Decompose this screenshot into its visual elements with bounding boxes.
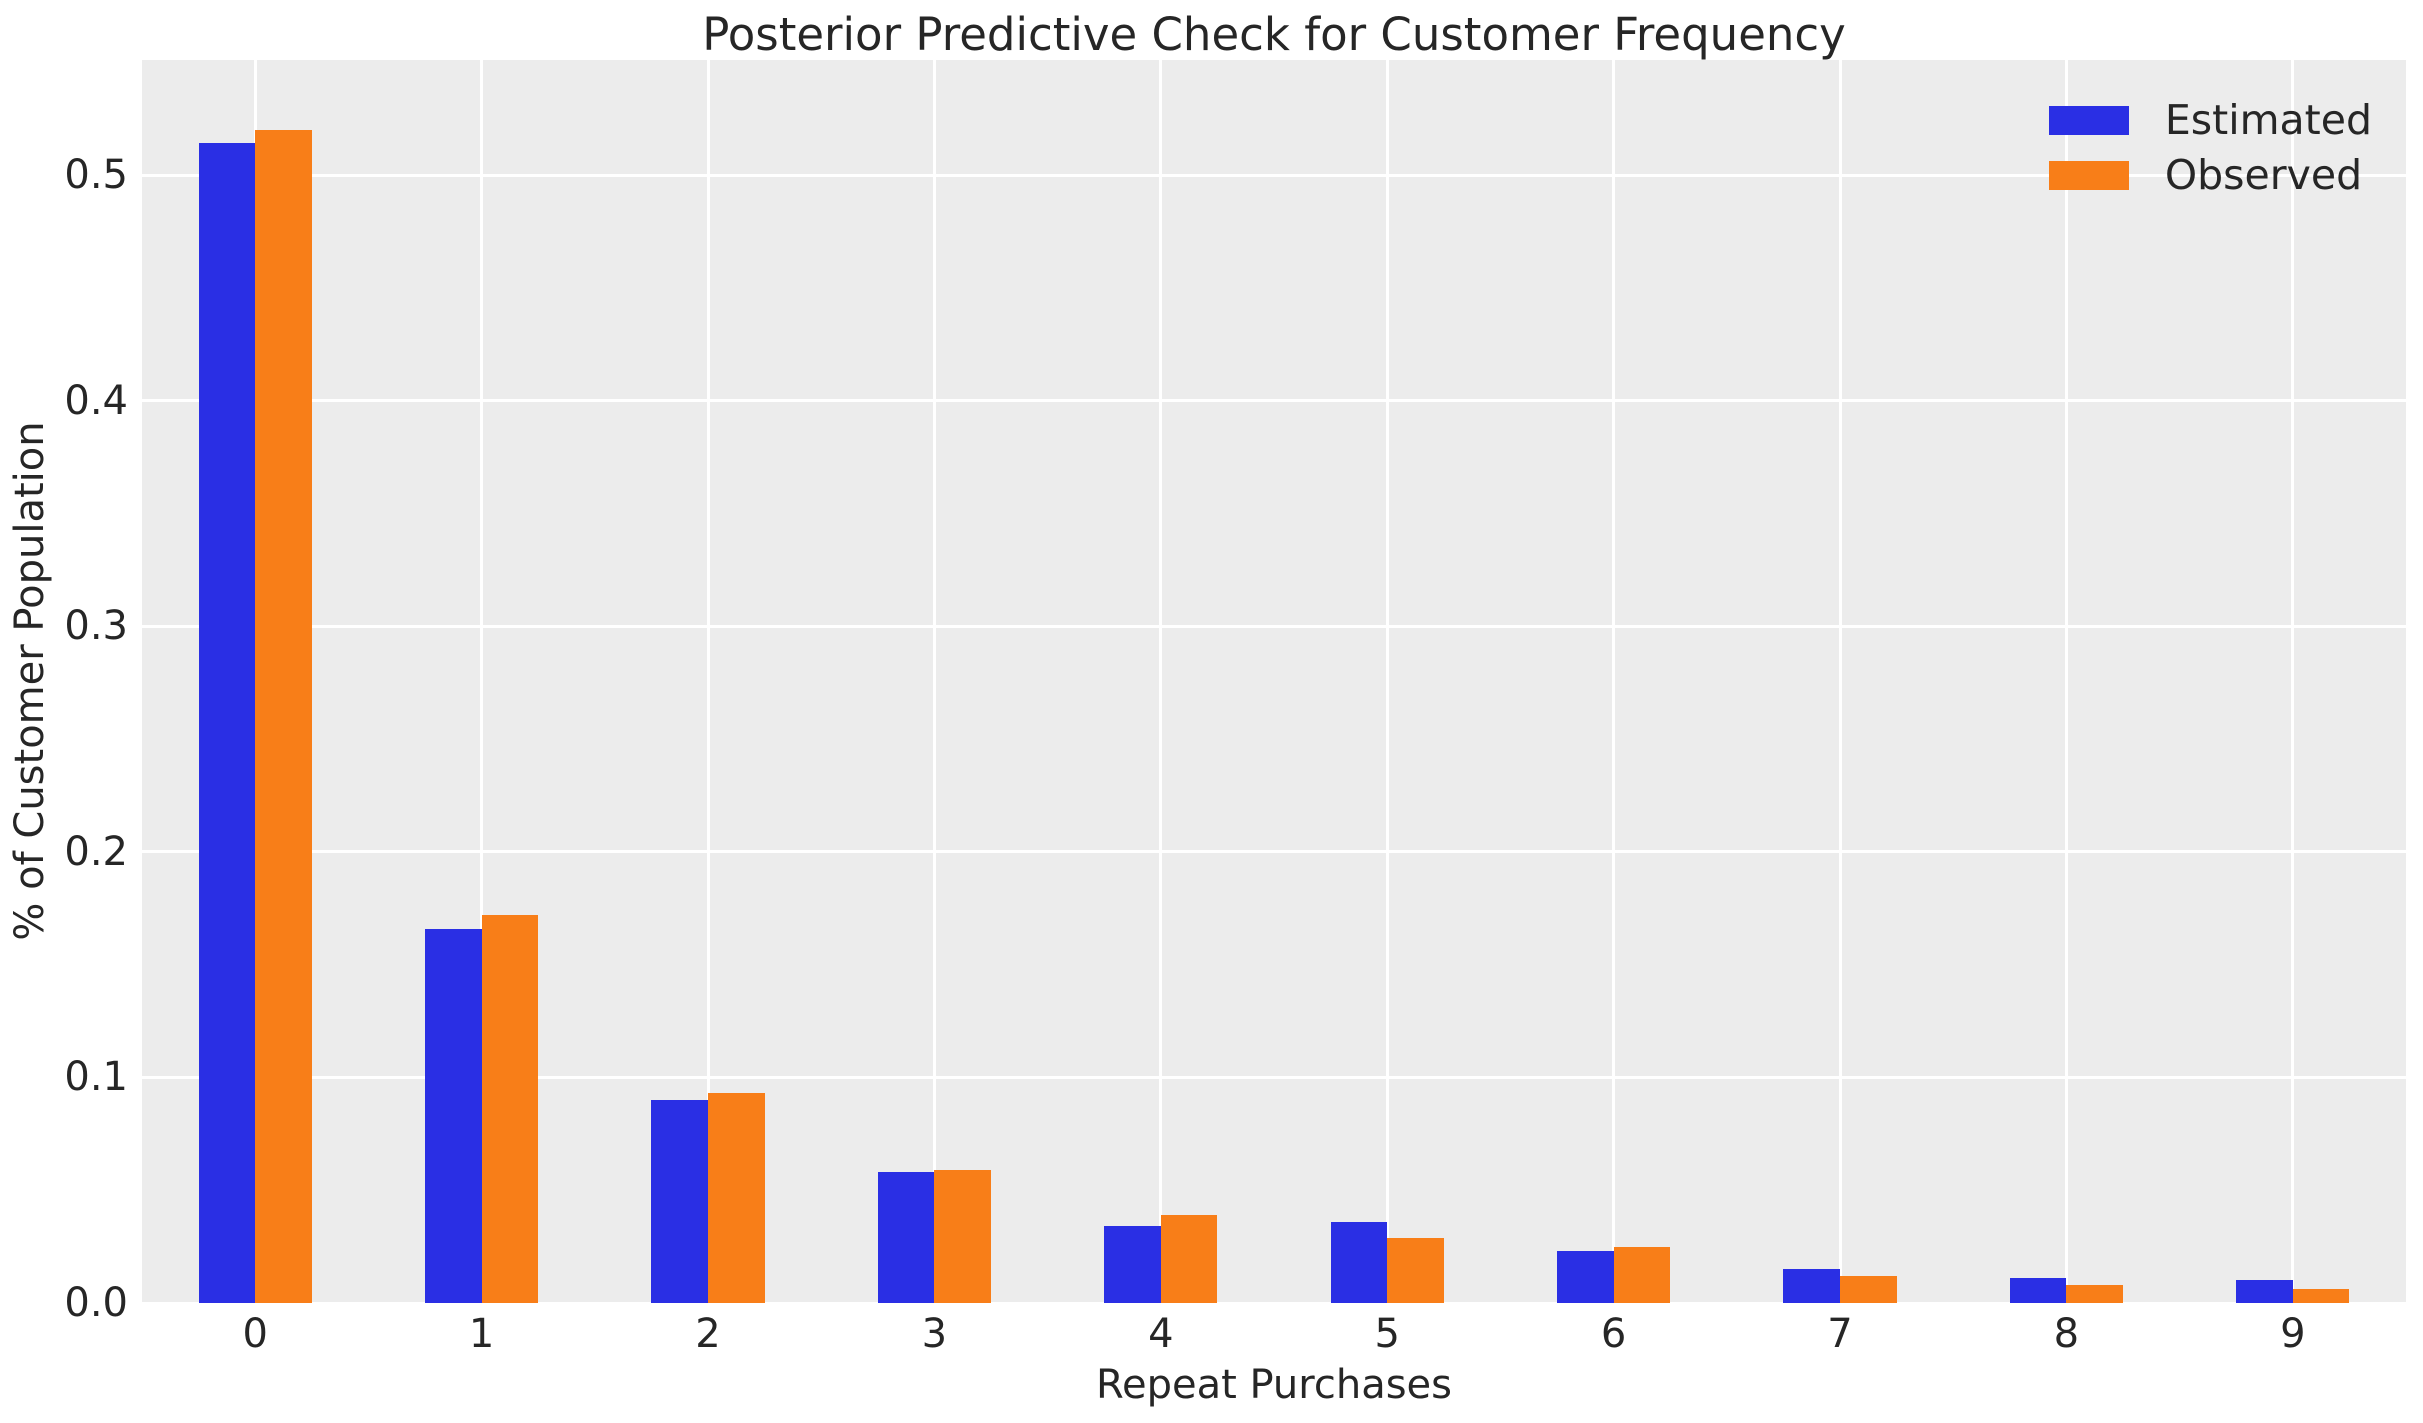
bar-observed-9 bbox=[2292, 1289, 2350, 1303]
bar-observed-5 bbox=[1387, 1237, 1444, 1303]
bar-estimated-9 bbox=[2236, 1280, 2293, 1303]
xtick-label-4: 4 bbox=[1148, 1311, 1174, 1357]
bar-estimated-2 bbox=[651, 1099, 708, 1303]
x-gridline-5 bbox=[1385, 60, 1389, 1303]
bar-estimated-1 bbox=[425, 928, 482, 1303]
legend: Estimated Observed bbox=[2048, 96, 2372, 199]
ytick-label-0.2: 0.2 bbox=[64, 828, 128, 875]
ytick-label-0.1: 0.1 bbox=[64, 1054, 128, 1101]
bar-estimated-0 bbox=[198, 143, 256, 1303]
y-gridline-0.0 bbox=[142, 1301, 2406, 1305]
x-gridline-2 bbox=[706, 60, 710, 1303]
legend-item-estimated: Estimated bbox=[2048, 96, 2372, 144]
bar-estimated-3 bbox=[877, 1172, 935, 1303]
x-gridline-8 bbox=[2064, 60, 2068, 1303]
estimated-swatch-icon bbox=[2048, 106, 2129, 135]
y-gridline-0.5 bbox=[142, 173, 2406, 177]
bar-estimated-7 bbox=[1783, 1269, 1840, 1303]
legend-label-observed: Observed bbox=[2164, 151, 2363, 199]
y-gridline-0.4 bbox=[142, 399, 2406, 403]
y-gridline-0.2 bbox=[142, 850, 2406, 854]
bar-observed-4 bbox=[1160, 1215, 1218, 1303]
bar-estimated-6 bbox=[1557, 1251, 1614, 1303]
xtick-label-7: 7 bbox=[1827, 1311, 1853, 1357]
xtick-label-6: 6 bbox=[1600, 1311, 1627, 1357]
xtick-label-2: 2 bbox=[695, 1311, 721, 1357]
bar-observed-1 bbox=[481, 915, 539, 1303]
bar-observed-0 bbox=[255, 129, 312, 1303]
xtick-label-8: 8 bbox=[2053, 1311, 2080, 1357]
bar-observed-6 bbox=[1613, 1246, 1671, 1303]
observed-swatch-icon bbox=[2048, 161, 2129, 190]
bar-observed-7 bbox=[1840, 1275, 1897, 1303]
plot-area: Estimated Observed bbox=[142, 60, 2406, 1305]
ytick-label-0.0: 0.0 bbox=[64, 1280, 128, 1326]
x-gridline-3 bbox=[932, 60, 936, 1303]
legend-label-estimated: Estimated bbox=[2164, 96, 2372, 144]
xtick-label-3: 3 bbox=[921, 1311, 948, 1357]
x-gridline-6 bbox=[1612, 60, 1616, 1303]
bar-estimated-5 bbox=[1330, 1221, 1388, 1303]
y-gridline-0.3 bbox=[142, 624, 2406, 628]
bar-observed-8 bbox=[2066, 1284, 2123, 1303]
bar-observed-3 bbox=[934, 1169, 991, 1303]
ytick-label-0.5: 0.5 bbox=[64, 152, 128, 199]
ytick-label-0.3: 0.3 bbox=[64, 603, 128, 650]
x-gridline-4 bbox=[1159, 60, 1163, 1303]
ytick-label-0.4: 0.4 bbox=[64, 377, 128, 424]
x-gridline-1 bbox=[480, 60, 484, 1303]
bar-observed-2 bbox=[708, 1093, 765, 1303]
xtick-label-0: 0 bbox=[242, 1311, 268, 1357]
legend-item-observed: Observed bbox=[2048, 151, 2372, 199]
x-axis-label: Repeat Purchases bbox=[1096, 1362, 1452, 1408]
y-gridline-0.1 bbox=[142, 1075, 2406, 1079]
x-gridline-9 bbox=[2291, 60, 2295, 1303]
xtick-label-1: 1 bbox=[468, 1311, 495, 1357]
bar-estimated-4 bbox=[1104, 1226, 1161, 1303]
bar-estimated-8 bbox=[2009, 1278, 2067, 1303]
xtick-label-9: 9 bbox=[2280, 1311, 2306, 1357]
xtick-label-5: 5 bbox=[1374, 1311, 1400, 1357]
chart-title: Posterior Predictive Check for Customer … bbox=[702, 8, 1846, 61]
x-gridline-7 bbox=[1838, 60, 1842, 1303]
